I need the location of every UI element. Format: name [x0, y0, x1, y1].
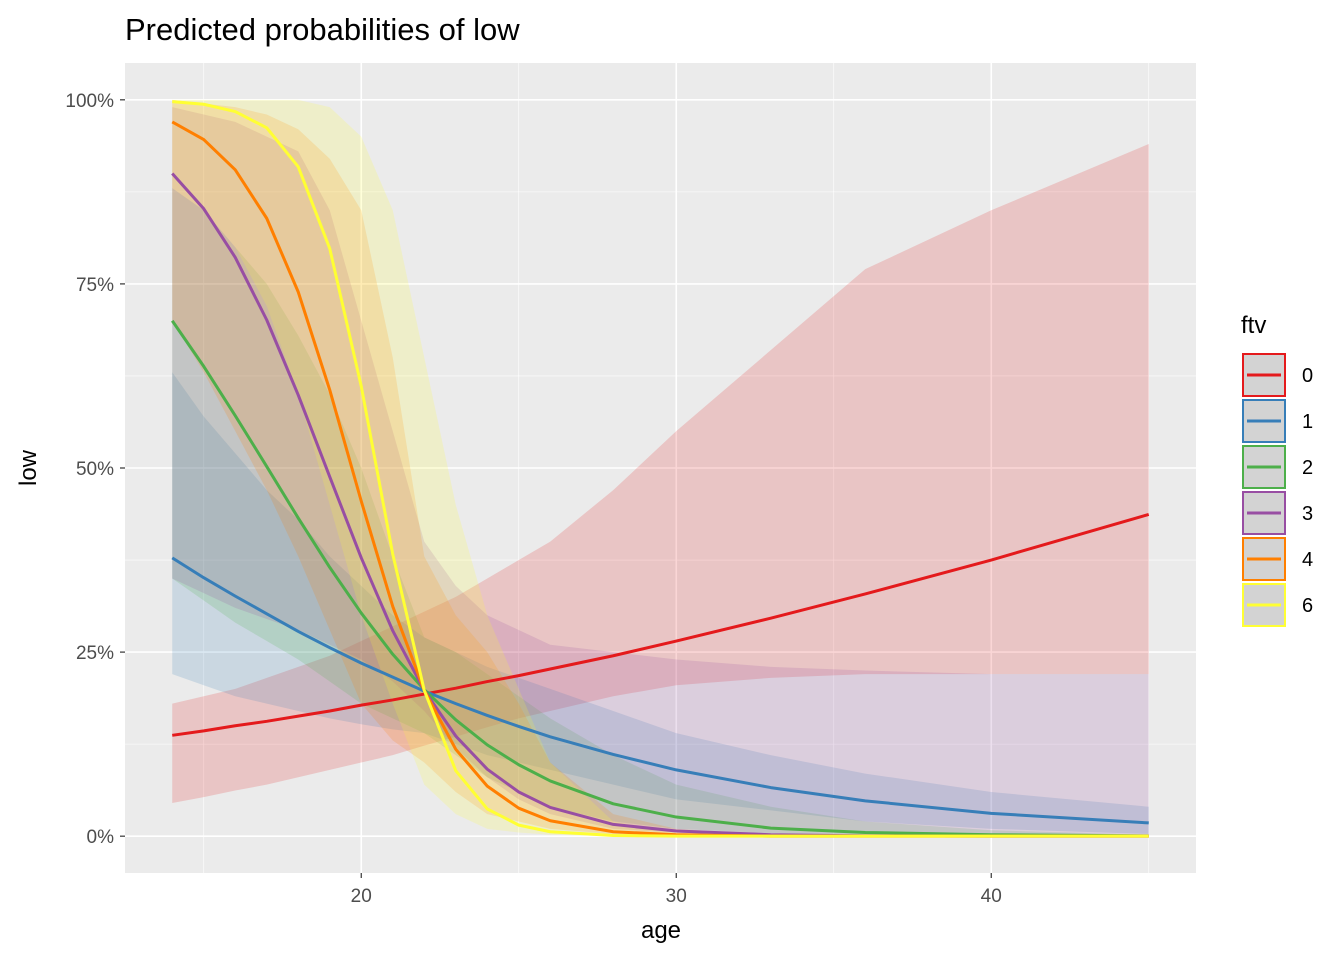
y-axis-title: low — [15, 449, 42, 486]
legend-item-ftv-0[interactable]: 0 — [1242, 353, 1313, 397]
x-tick-label: 20 — [351, 886, 372, 907]
legend-label: 1 — [1302, 411, 1313, 433]
x-tick-label: 40 — [981, 886, 1002, 907]
legend-item-ftv-1[interactable]: 1 — [1242, 399, 1313, 443]
line-ftv-0 — [172, 512, 1150, 737]
ci-ribbon-ftv-0 — [172, 144, 1149, 804]
legend-item-ftv-4[interactable]: 4 — [1242, 537, 1313, 581]
legend-title: ftv — [1241, 312, 1266, 339]
y-tick-label: 75% — [76, 275, 114, 296]
x-axis-title: age — [641, 917, 681, 944]
y-axis: 0% 25% 50% 75% 100% — [65, 91, 125, 848]
legend-label: 4 — [1302, 549, 1313, 571]
y-tick-label: 50% — [76, 459, 114, 480]
legend-label: 2 — [1302, 457, 1313, 479]
chart-title: Predicted probabilities of low — [125, 12, 520, 47]
legend: ftv 0 1 2 3 4 6 — [1241, 312, 1313, 627]
y-tick-label: 0% — [87, 827, 115, 848]
line-ftv-6 — [172, 100, 1149, 838]
legend-label: 3 — [1302, 503, 1313, 525]
x-tick-label: 30 — [666, 886, 687, 907]
legend-label: 0 — [1302, 365, 1313, 387]
line-ftv-2 — [171, 319, 1149, 838]
legend-item-ftv-6[interactable]: 6 — [1242, 583, 1313, 627]
grid — [125, 63, 1196, 873]
line-ftv-1 — [171, 556, 1149, 825]
y-tick-label: 25% — [76, 643, 114, 664]
x-axis: 20 30 40 — [351, 873, 1002, 907]
y-tick-label: 100% — [65, 91, 114, 112]
ci-ribbon-ftv-1 — [172, 372, 1149, 834]
series-lines — [171, 100, 1150, 838]
legend-item-ftv-3[interactable]: 3 — [1242, 491, 1313, 535]
legend-label: 6 — [1302, 595, 1313, 617]
legend-item-ftv-2[interactable]: 2 — [1242, 445, 1313, 489]
